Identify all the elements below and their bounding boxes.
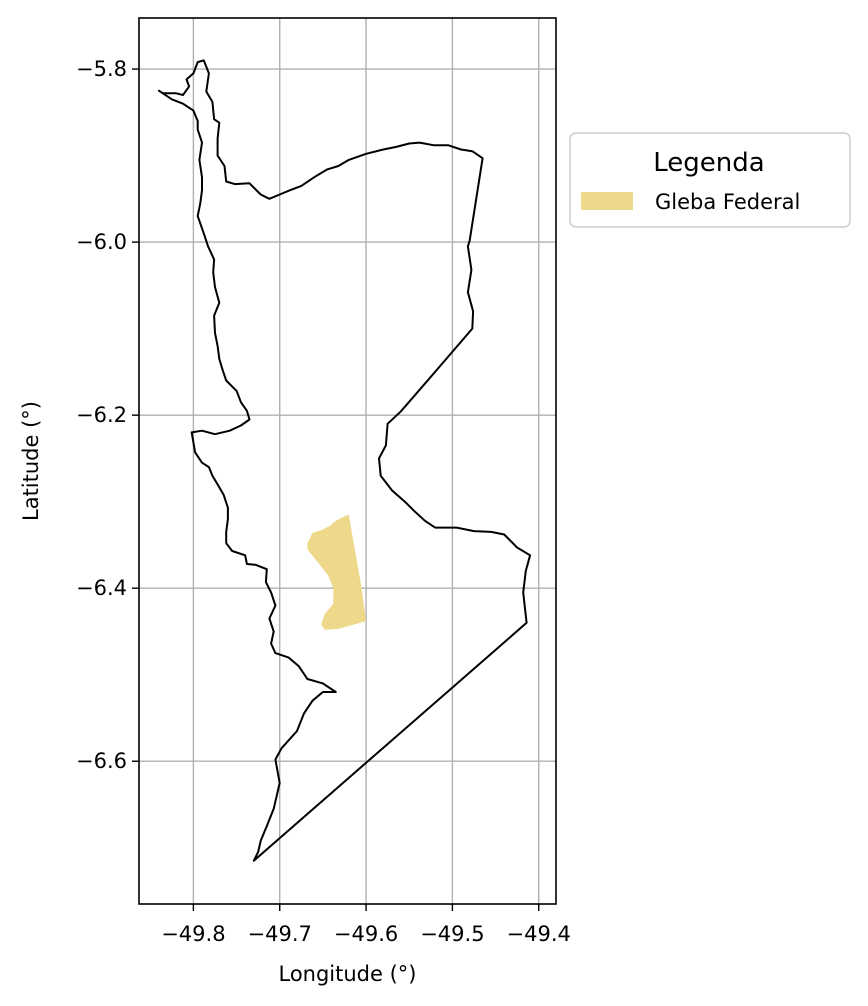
legend-swatch-gleba-federal <box>581 192 633 210</box>
x-axis-ticks: −49.8 −49.7 −49.6 −49.5 −49.4 <box>161 904 571 946</box>
x-tick-label: −49.5 <box>420 922 484 946</box>
y-tick-label: −6.2 <box>76 403 127 427</box>
legend: Legenda Gleba Federal <box>569 132 851 228</box>
y-tick-label: −6.6 <box>76 749 127 773</box>
axes-frame <box>138 17 557 905</box>
x-tick-label: −49.4 <box>507 922 571 946</box>
map-layers <box>157 59 532 862</box>
y-tick-label: −5.8 <box>76 57 127 81</box>
x-tick-label: −49.6 <box>334 922 398 946</box>
gleba-federal-polygon <box>307 514 367 630</box>
y-tick-label: −6.4 <box>76 576 127 600</box>
gridlines <box>139 18 556 904</box>
x-tick-label: −49.8 <box>161 922 225 946</box>
y-tick-label: −6.0 <box>76 230 127 254</box>
legend-title: Legenda <box>653 148 764 178</box>
y-axis-ticks: −5.8 −6.0 −6.2 −6.4 −6.6 <box>76 57 139 773</box>
legend-box <box>569 132 851 228</box>
y-axis-label: Latitude (°) <box>19 401 43 521</box>
legend-label-gleba-federal: Gleba Federal <box>655 190 800 214</box>
x-axis-label: Longitude (°) <box>278 962 416 986</box>
x-tick-label: −49.7 <box>248 922 312 946</box>
municipality-boundary <box>157 59 532 862</box>
